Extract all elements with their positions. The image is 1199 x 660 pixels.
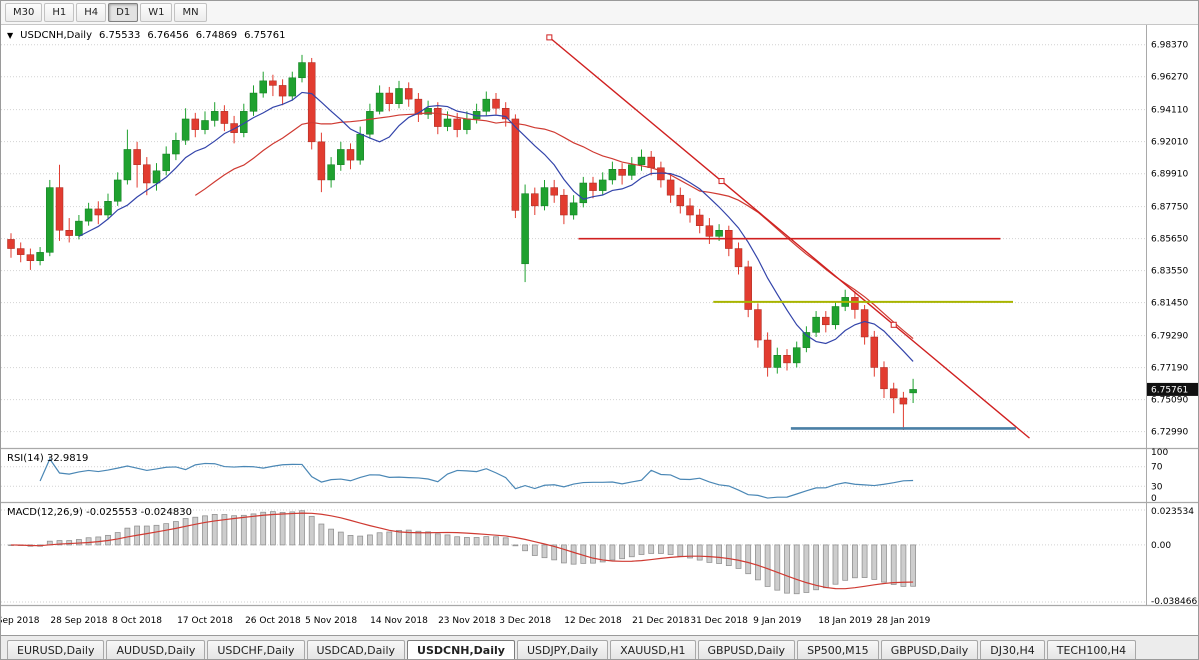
trendline-handle-0[interactable] [546,34,553,41]
svg-text:6.75090: 6.75090 [1151,396,1188,406]
timeframe-button-m30[interactable]: M30 [5,3,43,22]
chart-tabs-bar: EURUSD,Daily AUDUSD,Daily USDCHF,Daily USDC… [1,635,1198,659]
svg-text:14 Nov 2018: 14 Nov 2018 [370,616,428,626]
svg-text:21 Dec 2018: 21 Dec 2018 [632,616,690,626]
chart-tab-usdcad-daily[interactable]: USDCAD,Daily [306,640,406,659]
chart-tab-audusd-daily[interactable]: AUDUSD,Daily [106,640,206,659]
timeframe-button-h4[interactable]: H4 [76,3,107,22]
macd-panel-plot[interactable] [1,504,1146,605]
svg-text:23 Nov 2018: 23 Nov 2018 [438,616,496,626]
timeframe-button-h1[interactable]: H1 [44,3,75,22]
svg-text:6.87750: 6.87750 [1151,203,1188,213]
chart-tab-usdjpy-daily[interactable]: USDJPY,Daily [516,640,609,659]
chart-tab-dj30-h4[interactable]: DJ30,H4 [980,640,1045,659]
svg-text:6.75761: 6.75761 [1151,385,1188,395]
svg-text:31 Dec 2018: 31 Dec 2018 [690,616,748,626]
chart-tab-gbpusd-daily[interactable]: GBPUSD,Daily [880,640,979,659]
svg-text:30: 30 [1151,482,1163,492]
chart-canvas: 6.98370 6.96270 6.94110 6.92010 6.89910 6.877… [1,25,1199,635]
timeframe-button-mn[interactable]: MN [174,3,207,22]
svg-text:18 Jan 2019: 18 Jan 2019 [818,616,872,626]
svg-text:6.81450: 6.81450 [1151,299,1188,309]
chart-dropdown-icon[interactable]: ▼ [7,31,14,40]
svg-text:6.72990: 6.72990 [1151,428,1188,438]
svg-text:12 Dec 2018: 12 Dec 2018 [564,616,622,626]
current-price-tag: 6.75761 [1147,382,1198,396]
timeframe-button-d1[interactable]: D1 [108,3,139,22]
svg-text:6.96270: 6.96270 [1151,73,1188,83]
rsi-line [39,457,914,499]
svg-text:70: 70 [1151,463,1163,473]
svg-text:8 Oct 2018: 8 Oct 2018 [112,616,162,626]
date-axis[interactable] [1,606,1199,635]
date-axis-labels: 19 Sep 2018 28 Sep 2018 8 Oct 2018 17 Oct 2… [1,616,931,626]
svg-text:6.79290: 6.79290 [1151,332,1188,342]
svg-text:6.77190: 6.77190 [1151,364,1188,374]
chart-tab-tech100-h4[interactable]: TECH100,H4 [1046,640,1137,659]
axis-labels: 6.98370 6.96270 6.94110 6.92010 6.89910 6.877… [1151,41,1197,607]
svg-text:6.98370: 6.98370 [1151,41,1188,51]
timeframe-toolbar: M30 H1 H4 D1 W1 MN [1,1,1198,25]
chart-background [1,25,1198,635]
trendline-handle-1[interactable] [718,178,725,185]
trendline-handle-2[interactable] [890,321,897,328]
rsi-panel-plot[interactable] [1,450,1146,502]
svg-text:6.89910: 6.89910 [1151,170,1188,180]
main-chart-plot[interactable] [1,25,1146,448]
chart-tab-usdcnh-daily[interactable]: USDCNH,Daily [407,640,515,659]
svg-text:6.92010: 6.92010 [1151,138,1188,148]
svg-text:17 Oct 2018: 17 Oct 2018 [177,616,233,626]
svg-text:6.94110: 6.94110 [1151,106,1188,116]
svg-text:3 Dec 2018: 3 Dec 2018 [499,616,551,626]
macd-histogram [8,510,916,595]
svg-text:28 Jan 2019: 28 Jan 2019 [876,616,930,626]
price-axis[interactable] [1147,25,1199,605]
svg-text:0.00: 0.00 [1151,541,1171,551]
svg-text:6.85650: 6.85650 [1151,235,1188,245]
svg-text:0.023534: 0.023534 [1151,507,1194,517]
svg-text:-0.038466: -0.038466 [1151,597,1197,607]
chart-tab-usdchf-daily[interactable]: USDCHF,Daily [207,640,305,659]
svg-text:9 Jan 2019: 9 Jan 2019 [753,616,801,626]
macd-signal-line [10,512,914,590]
chart-tab-sp500-m15[interactable]: SP500,M15 [797,640,879,659]
chart-tab-gbpusd-daily[interactable]: GBPUSD,Daily [697,640,796,659]
svg-text:100: 100 [1151,448,1168,458]
svg-text:19 Sep 2018: 19 Sep 2018 [1,616,40,626]
chart-tab-eurusd-daily[interactable]: EURUSD,Daily [7,640,105,659]
svg-text:6.83550: 6.83550 [1151,267,1188,277]
svg-text:0: 0 [1151,494,1157,504]
chart-area: 6.98370 6.96270 6.94110 6.92010 6.89910 6.877… [1,25,1199,635]
ma-slow-line [194,112,914,340]
svg-text:28 Sep 2018: 28 Sep 2018 [50,616,107,626]
chart-tab-xauusd-h1[interactable]: XAUUSD,H1 [610,640,696,659]
svg-text:26 Oct 2018: 26 Oct 2018 [245,616,301,626]
timeframe-button-w1[interactable]: W1 [140,3,173,22]
descending-trendline[interactable] [548,36,1030,439]
ma-fast-line [78,91,914,362]
svg-text:5 Nov 2018: 5 Nov 2018 [305,616,357,626]
